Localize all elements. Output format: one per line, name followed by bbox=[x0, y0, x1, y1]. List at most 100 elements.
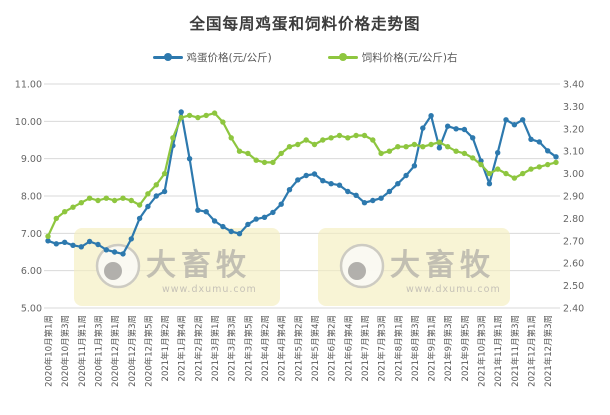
feed-price-point bbox=[45, 233, 51, 239]
x-axis-tick-label: 2021年9月第5周 bbox=[460, 315, 471, 381]
watermark-url-text: www.dxumu.com bbox=[406, 284, 501, 295]
egg-price-point bbox=[370, 197, 376, 204]
feed-price-point bbox=[195, 114, 201, 121]
feed-price-point bbox=[303, 137, 309, 143]
egg-price-point bbox=[328, 181, 334, 187]
egg-price-point bbox=[495, 150, 501, 156]
x-axis-tick-label: 2021年8月第1周 bbox=[393, 315, 404, 381]
feed-price-point bbox=[486, 170, 493, 177]
feed-price-point bbox=[428, 141, 434, 148]
egg-price-point bbox=[253, 216, 259, 222]
x-axis-tick-label: 2021年5月第4周 bbox=[310, 315, 321, 381]
feed-price-point bbox=[353, 132, 359, 139]
egg-price-point bbox=[86, 238, 93, 245]
x-axis-tick-label: 2021年12月第3周 bbox=[543, 315, 554, 387]
egg-price-point bbox=[378, 195, 384, 201]
right-axis-tick-label: 3.00 bbox=[563, 169, 584, 180]
feed-price-point bbox=[295, 141, 301, 148]
egg-price-point bbox=[178, 109, 184, 115]
egg-price-point bbox=[70, 242, 76, 248]
egg-price-point bbox=[203, 209, 209, 215]
feed-price-point bbox=[111, 197, 118, 204]
egg-price-point bbox=[295, 177, 301, 183]
feed-price-point bbox=[336, 132, 343, 139]
x-axis-tick-label: 2020年12月第3周 bbox=[127, 315, 138, 387]
egg-price-point bbox=[536, 139, 542, 145]
x-axis-tick-label: 2021年9月第1周 bbox=[427, 315, 438, 381]
feed-price-point bbox=[311, 141, 318, 148]
x-axis-tick-label: 2021年4月第4周 bbox=[277, 315, 288, 381]
watermark-brand-text: 大畜牧 bbox=[146, 248, 251, 283]
feed-price-point bbox=[211, 110, 218, 116]
x-axis-tick-label: 2021年8月第3周 bbox=[410, 315, 421, 381]
egg-price-point bbox=[403, 172, 409, 179]
x-axis-tick-label: 2020年10月第1周 bbox=[44, 315, 55, 387]
feed-price-point bbox=[386, 148, 393, 154]
egg-price-point bbox=[186, 156, 193, 162]
watermark-url-text: www.dxumu.com bbox=[162, 284, 257, 295]
x-axis-tick-label: 2021年5月第2周 bbox=[293, 315, 304, 381]
x-axis-tick-label: 2021年10月第3周 bbox=[477, 315, 488, 387]
egg-price-point bbox=[428, 113, 434, 119]
egg-price-point bbox=[386, 188, 393, 195]
right-axis-tick-label: 3.10 bbox=[563, 147, 584, 158]
feed-price-point bbox=[136, 202, 143, 208]
feed-price-point bbox=[395, 144, 401, 150]
feed-price-point bbox=[145, 191, 151, 197]
feed-price-point bbox=[203, 112, 209, 119]
x-axis-tick-label: 2021年9月第3周 bbox=[443, 315, 454, 381]
legend-item-egg-price[interactable]: 鸡蛋价格(元/公斤) bbox=[152, 50, 272, 65]
x-axis-tick-label: 2020年12月第5周 bbox=[143, 315, 154, 387]
feed-price-point bbox=[545, 161, 551, 168]
chart-legend: 鸡蛋价格(元/公斤) 饲料价格(元/公斤)右 bbox=[0, 48, 610, 66]
feed-price-point bbox=[128, 197, 134, 204]
egg-price-point bbox=[445, 123, 451, 129]
x-axis-tick-label: 2021年4月第2周 bbox=[260, 315, 271, 381]
feed-price-point bbox=[245, 150, 251, 157]
egg-price-point bbox=[320, 178, 326, 184]
egg-price-point bbox=[195, 207, 201, 213]
x-axis-tick-label: 2021年3月第5周 bbox=[243, 315, 254, 381]
feed-price-point bbox=[236, 148, 243, 154]
egg-price-point bbox=[395, 181, 401, 187]
egg-price-point bbox=[461, 126, 468, 133]
x-axis-tick-label: 2021年11月第3周 bbox=[510, 315, 521, 387]
x-axis-tick-label: 2020年10月第3周 bbox=[60, 315, 71, 387]
legend-item-feed-price[interactable]: 饲料价格(元/公斤)右 bbox=[327, 50, 457, 65]
egg-price-point bbox=[336, 182, 343, 188]
feed-price-point bbox=[345, 135, 351, 141]
egg-price-point bbox=[95, 241, 101, 248]
egg-price-point bbox=[528, 136, 534, 142]
egg-price-point bbox=[153, 193, 159, 199]
right-axis-tick-label: 3.40 bbox=[563, 80, 584, 91]
feed-price-point bbox=[178, 114, 184, 121]
egg-price-point bbox=[303, 172, 309, 179]
feed-price-point bbox=[528, 166, 534, 172]
feed-price-point bbox=[453, 148, 459, 154]
egg-price-point bbox=[486, 181, 493, 187]
egg-series-marker-icon bbox=[152, 53, 183, 61]
egg-price-point bbox=[61, 239, 68, 245]
x-axis-tick-label: 2021年7月第1周 bbox=[360, 315, 371, 381]
feed-price-point bbox=[461, 150, 468, 157]
egg-price-point bbox=[345, 188, 351, 195]
feed-price-point bbox=[78, 200, 85, 206]
right-axis-tick-label: 2.80 bbox=[563, 214, 584, 225]
feed-price-point bbox=[153, 182, 159, 188]
feed-price-point bbox=[370, 137, 376, 143]
x-axis-tick-label: 2021年6月第2周 bbox=[327, 315, 338, 381]
left-axis-tick-label: 10.00 bbox=[15, 117, 42, 128]
egg-price-point bbox=[261, 214, 268, 220]
left-axis-tick-label: 5.00 bbox=[21, 304, 42, 315]
egg-price-point bbox=[545, 148, 551, 154]
x-axis-tick-label: 2021年11月第1周 bbox=[493, 315, 504, 387]
egg-price-point bbox=[103, 247, 110, 253]
feed-price-point bbox=[553, 159, 559, 166]
egg-price-point bbox=[228, 228, 234, 235]
feed-price-point bbox=[53, 215, 59, 222]
left-axis-tick-label: 7.00 bbox=[21, 229, 42, 240]
feed-price-point bbox=[186, 112, 193, 119]
egg-price-point bbox=[270, 209, 276, 216]
